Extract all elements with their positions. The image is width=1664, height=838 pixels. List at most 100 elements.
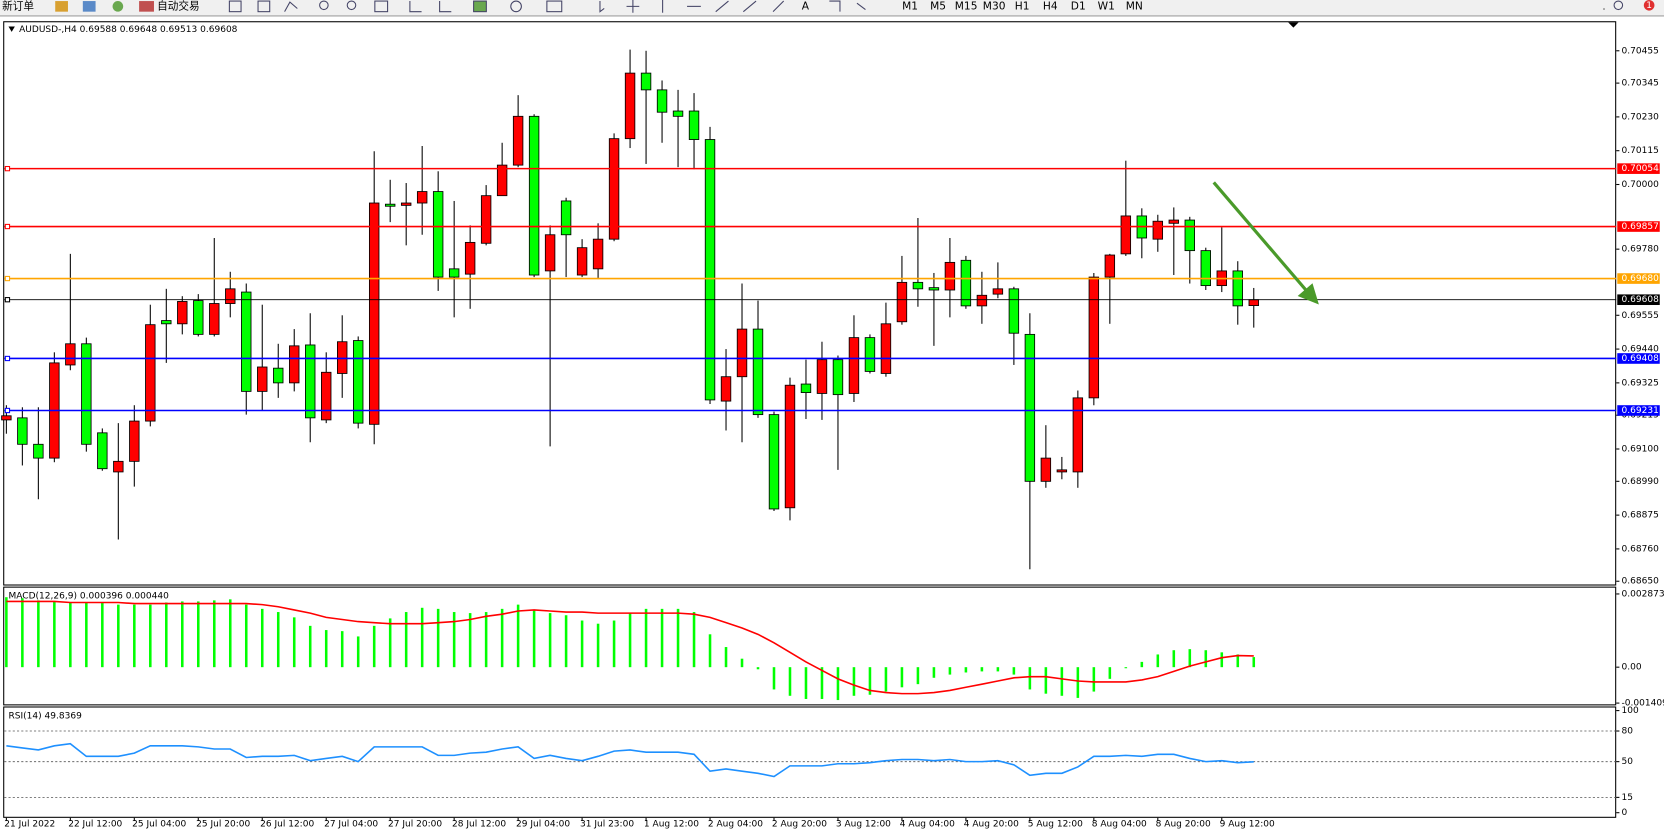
macd-bar (532, 609, 536, 668)
x-tick-label: 29 Jul 04:00 (516, 820, 570, 830)
macd-bar (628, 613, 632, 668)
timeframe-button[interactable]: M1 (902, 0, 918, 12)
macd-bar (932, 667, 936, 678)
macd-bar (1092, 667, 1096, 692)
macd-bar (708, 634, 712, 668)
macd-bar (580, 620, 584, 668)
new-order-button[interactable]: 新订单 (2, 0, 34, 12)
x-tick-label: 25 Jul 04:00 (132, 820, 186, 830)
candle-body (576, 247, 588, 276)
y-tick-label: 50 (1622, 757, 1634, 767)
candle-body (448, 268, 460, 278)
timeframe-button[interactable]: M15 (955, 0, 978, 12)
level-label-box (1617, 294, 1660, 306)
search-icon[interactable] (1613, 0, 1624, 11)
candle-body (368, 202, 380, 425)
y-tick-label: 0.68760 (1622, 544, 1660, 554)
candle-body (720, 376, 732, 402)
candle-body (1248, 299, 1259, 307)
macd-bar (53, 601, 56, 668)
macd-bar (772, 667, 776, 690)
macd-bar (420, 607, 424, 668)
x-tick-label: 26 Jul 12:00 (260, 820, 314, 830)
notification-badge[interactable] (1643, 0, 1655, 11)
candle-body (688, 110, 700, 140)
level-label-box (1617, 163, 1660, 174)
y-tick-label: 0.70230 (1622, 112, 1660, 122)
candle-body (656, 89, 668, 113)
level-label: 0.69680 (1622, 274, 1660, 284)
x-tick-label: 9 Aug 12:00 (1220, 820, 1275, 830)
macd-bar (548, 613, 552, 668)
candle-body (896, 281, 908, 323)
macd-bar (916, 667, 920, 685)
macd-bar (900, 667, 904, 688)
candle-body (97, 432, 108, 470)
timeframe-button[interactable]: M5 (930, 0, 946, 12)
x-tick-label: 2 Aug 04:00 (708, 820, 763, 830)
macd-bar (228, 599, 232, 668)
toolbar (0, 0, 1664, 16)
level-label-box (1617, 221, 1660, 232)
candle-body (496, 164, 508, 197)
macd-bar (244, 604, 248, 668)
macd-bar (644, 608, 648, 668)
shift-marker (1288, 22, 1299, 28)
x-tick-label: 28 Jul 12:00 (452, 820, 506, 830)
y-tick-label: 0.70455 (1622, 46, 1659, 56)
auto-trading-button[interactable]: 自动交易 (157, 0, 199, 12)
candle-body (816, 359, 828, 394)
macd-bar (436, 608, 440, 668)
y-tick-label: 0.68990 (1622, 477, 1660, 487)
y-tick-label: 0.69440 (1622, 345, 1660, 355)
timeframe-button[interactable]: M30 (983, 0, 1006, 12)
level-label: 0.69608 (1622, 295, 1660, 305)
x-tick-label: 21 Jul 2022 (4, 820, 55, 830)
timeframe-button[interactable]: W1 (1098, 0, 1115, 12)
macd-bar (21, 598, 24, 668)
main-panel (3, 21, 1617, 586)
candle-body (640, 72, 652, 91)
icon (82, 1, 96, 12)
candle-body (848, 337, 860, 394)
macd-bar (1172, 650, 1176, 668)
macd-bar (324, 630, 328, 668)
panel-menu-arrow[interactable] (8, 26, 15, 32)
timeframe-button[interactable]: MN (1126, 0, 1143, 12)
y-tick-label: 0.70115 (1622, 146, 1659, 156)
candle-body (784, 384, 796, 509)
timeframe-button[interactable]: H1 (1015, 0, 1030, 12)
macd-bar (1076, 667, 1080, 698)
trend-arrow (1212, 181, 1319, 305)
macd-bar (1188, 649, 1192, 668)
macd-bar (292, 617, 296, 668)
arrow-head (1297, 283, 1319, 305)
timeframe-button[interactable]: H4 (1043, 0, 1058, 12)
candle-body (177, 301, 188, 325)
candle-body (928, 287, 940, 291)
candle-body (1008, 288, 1020, 334)
level-anchor (4, 355, 11, 362)
candle-body (736, 328, 748, 378)
macd-bar (676, 608, 680, 668)
candle-body (832, 359, 844, 396)
candle-body (512, 115, 524, 166)
level-label: 0.69408 (1622, 354, 1660, 364)
candle-body (1120, 215, 1132, 255)
candle-body (129, 420, 140, 462)
level-label: 0.69857 (1622, 222, 1659, 232)
macd-bar (884, 667, 888, 692)
macd-bar (117, 604, 120, 668)
macd-bar (980, 667, 984, 672)
candle-body (672, 110, 684, 117)
candle-body (1056, 469, 1068, 473)
macd-bar (948, 667, 952, 675)
candle-body (544, 234, 556, 272)
candle-body (1200, 250, 1211, 287)
macd-bar (612, 620, 616, 668)
y-tick-label: 0.69100 (1622, 444, 1660, 454)
timeframe-button[interactable]: D1 (1071, 0, 1086, 12)
macd-bar (564, 615, 568, 668)
macd-bar (868, 667, 872, 695)
